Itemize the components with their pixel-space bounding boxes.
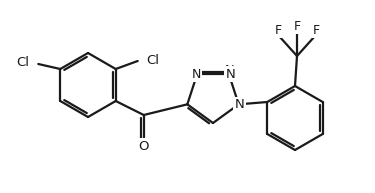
Text: N: N bbox=[235, 98, 244, 111]
Text: F: F bbox=[312, 24, 320, 36]
Text: F: F bbox=[293, 19, 301, 32]
Text: O: O bbox=[138, 140, 149, 152]
Text: N: N bbox=[226, 68, 236, 81]
Text: N: N bbox=[192, 68, 201, 81]
Text: Cl: Cl bbox=[16, 57, 29, 69]
Text: N: N bbox=[225, 64, 235, 77]
Text: F: F bbox=[274, 24, 282, 36]
Text: Cl: Cl bbox=[147, 53, 160, 67]
